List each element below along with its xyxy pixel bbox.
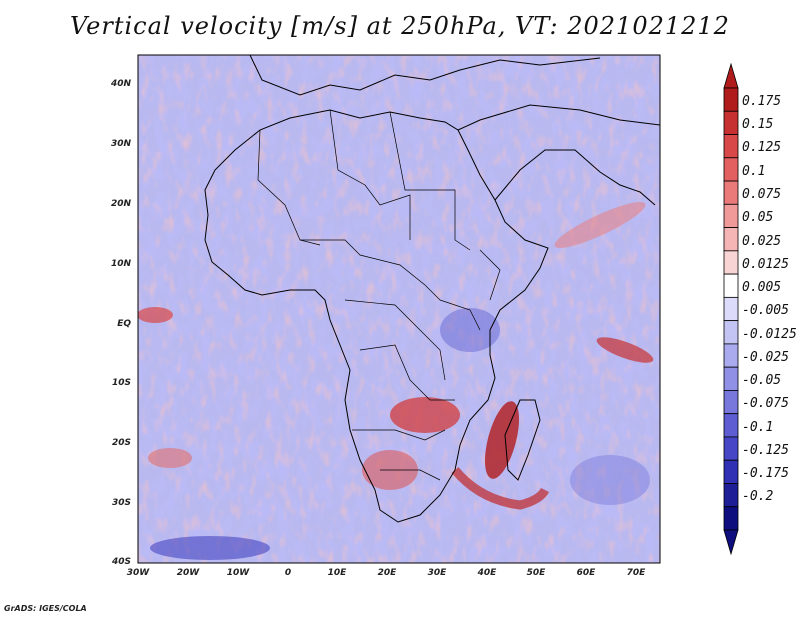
colorbar-bottom-arrow [723,529,739,556]
colorbar-swatch [723,296,739,322]
colorbar-swatch [723,203,739,228]
colorbar-tick-label: -0.05 [742,373,782,389]
x-tick-label: 30W [126,568,150,578]
x-tick-label: 20E [377,568,397,578]
colorbar-swatch [723,273,739,298]
colorbar-swatch [723,459,739,484]
x-tick-label: 70E [626,568,646,578]
africa-coastline [204,109,549,523]
chart-title: Vertical velocity [m/s] at 250hPa, VT: 2… [70,12,730,40]
colorbar-swatch [723,87,739,112]
colorbar-tick-label: -0.075 [742,396,789,412]
colorbar-swatch [723,180,739,205]
colorbar-swatch [723,320,739,345]
ascent-south-atlantic [148,448,192,468]
colorbar-tick-label: 0.075 [742,187,782,202]
ascent-band-swirl [451,467,550,510]
y-tick-label: 40N [110,79,131,89]
middle-east-coastline [457,104,660,131]
y-tick-label: 30N [110,139,131,149]
map-plot-area [138,55,660,563]
descent-east-africa [440,308,500,352]
x-tick-label: 30E [427,568,447,578]
colorbar [723,62,739,556]
grads-credit: GrADS: IGES/COLA [4,604,87,613]
coastlines [204,55,660,523]
x-tick-label: 20W [176,568,200,578]
colorbar-swatch [723,134,739,159]
colorbar-swatch [723,390,739,415]
ascent-core-indian-ocean [596,337,654,363]
colorbar-tick-label: -0.125 [742,442,789,458]
x-tick-label: 50E [526,568,546,578]
colorbar-tick-label: -0.005 [742,303,789,319]
colorbar-tick-label: -0.2 [742,489,774,505]
colorbar-swatch [723,413,739,438]
colorbar-tick-label: 0.15 [742,117,774,133]
x-tick-label: 10W [226,568,250,578]
x-tick-label: 60E [576,568,596,578]
colorbar-swatch [723,343,739,368]
descent-south-atlantic [150,536,270,560]
colorbar-swatch [723,110,739,135]
descent-indian-ocean [570,455,650,505]
colorbar-swatch [723,506,739,531]
colorbar-swatch [723,436,739,461]
colorbar-tick-label: 0.175 [742,93,782,109]
colorbar-tick-label: 0.005 [742,280,782,296]
colorbar-swatch [723,483,739,508]
colorbar-tick-label: -0.0125 [742,326,797,342]
country-borders [257,109,501,481]
y-tick-label: 10N [110,259,131,269]
ascent-core-southern-africa [390,397,460,433]
arabia-coastline [494,149,656,206]
colorbar-tick-label: 0.025 [742,233,782,249]
colorbar-swatch [723,227,739,252]
x-tick-label: 0 [284,568,292,578]
y-tick-label: 40S [111,557,131,567]
y-tick-label: 30S [111,498,131,508]
y-tick-label: EQ [117,319,131,329]
ascent-core-mozambique-channel [484,401,520,479]
colorbar-top-arrow [723,62,739,89]
colorbar-tick-label: 0.1 [742,163,766,179]
colorbar-tick-label: -0.175 [742,466,789,482]
y-tick-label: 10S [111,378,131,388]
y-tick-label: 20S [111,438,131,448]
colorbar-tick-label: -0.1 [742,419,774,435]
colorbar-tick-label: 0.05 [742,210,774,226]
ascent-equatorial-atlantic [138,307,173,323]
colorbar-swatch [723,250,739,275]
colorbar-swatch [723,157,739,182]
colorbar-tick-label: 0.0125 [742,256,789,272]
europe-coastline [249,55,601,96]
x-tick-label: 10E [327,568,347,578]
ascent-arabian-sea [554,202,646,248]
madagascar-coastline [504,399,541,481]
y-tick-label: 20N [110,199,131,209]
colorbar-tick-label: 0.125 [742,140,782,156]
plot-frame [137,54,661,564]
x-tick-label: 40E [477,568,497,578]
colorbar-tick-label: -0.025 [742,349,789,365]
colorbar-swatch [723,366,739,391]
